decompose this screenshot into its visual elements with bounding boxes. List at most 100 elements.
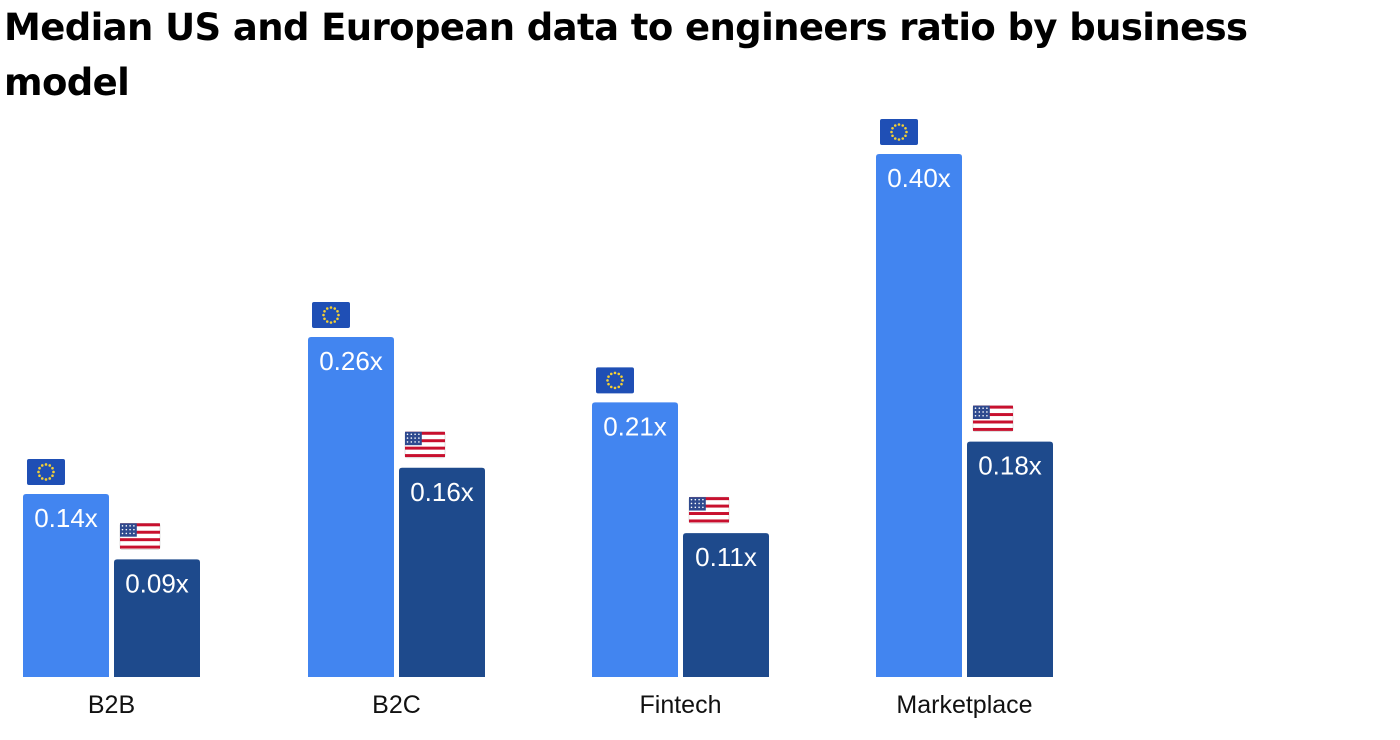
us-flag-stripe — [973, 413, 1013, 417]
us-value-label-fintech: 0.11x — [695, 542, 757, 572]
eu-flag-star — [621, 379, 624, 382]
us-flag-icon — [972, 405, 1014, 432]
eu-flag-star — [905, 130, 908, 134]
us-flag-star — [129, 528, 131, 531]
eu-flag-star — [613, 386, 617, 390]
eu-value-label-marketplace: 0.40x — [887, 163, 951, 193]
eu-bar-b2c — [308, 337, 394, 677]
eu-flag-star — [48, 477, 52, 480]
us-flag-star — [129, 532, 131, 535]
us-flag-star — [982, 414, 984, 417]
us-flag-star — [121, 525, 124, 527]
us-flag-star — [414, 437, 416, 439]
category-label-marketplace: Marketplace — [896, 691, 1032, 719]
eu-flag-star — [323, 310, 326, 313]
eu-value-label-b2c: 0.26x — [319, 346, 383, 376]
us-flag-stripe — [689, 519, 729, 523]
category-label-b2b: B2B — [88, 691, 135, 719]
us-flag-stripe — [405, 431, 445, 435]
us-flag-star — [129, 525, 131, 527]
us-flag-star — [414, 441, 416, 443]
us-flag-star — [986, 414, 988, 417]
eu-flag-star — [890, 130, 893, 134]
eu-flag-star — [323, 317, 326, 321]
eu-flag-star — [336, 310, 339, 313]
eu-flag-star — [51, 474, 54, 478]
eu-flag-star — [620, 382, 623, 386]
eu-bar-b2b — [23, 493, 109, 677]
us-value-label-b2c: 0.16x — [410, 477, 474, 507]
eu-flag-star — [617, 372, 621, 376]
us-flag-canton — [973, 405, 990, 420]
eu-flag-star — [893, 124, 897, 127]
us-flag-star — [974, 414, 977, 417]
us-bar-b2c — [399, 467, 485, 677]
us-flag-star — [702, 502, 704, 505]
eu-flag-star — [333, 320, 337, 323]
eu-flag-star — [891, 134, 894, 138]
us-flag-stripe — [405, 446, 445, 450]
us-bar-fintech — [683, 533, 769, 677]
eu-flag-star — [613, 371, 617, 375]
eu-flag-star — [609, 372, 613, 376]
us-flag-star — [418, 441, 420, 443]
us-flag-star — [702, 506, 704, 509]
eu-flag-star — [897, 123, 901, 126]
us-flag-star — [414, 433, 416, 436]
eu-flag-icon — [880, 119, 918, 145]
eu-flag-star — [333, 307, 337, 310]
us-flag-stripe — [120, 523, 160, 527]
us-flag-stripe — [120, 545, 160, 549]
us-flag-stripe — [405, 439, 445, 443]
us-flag-star — [121, 532, 124, 535]
eu-flag-star — [44, 463, 48, 466]
us-flag-star — [121, 528, 124, 531]
us-flag-star — [982, 407, 984, 409]
eu-bar-fintech — [592, 402, 678, 677]
us-flag-stripe — [973, 405, 1013, 409]
us-flag-star — [406, 433, 409, 436]
us-bar-b2b — [114, 559, 200, 677]
eu-flag-star — [609, 385, 613, 389]
us-flag-stripe — [689, 504, 729, 508]
us-flag-star — [974, 411, 977, 413]
eu-flag-star — [48, 464, 52, 467]
us-flag-stripe — [973, 427, 1013, 431]
us-bar-marketplace — [967, 441, 1053, 677]
eu-flag-icon — [312, 302, 350, 329]
eu-flag-star — [607, 382, 610, 386]
us-flag-star — [418, 437, 420, 439]
eu-flag-star — [52, 470, 55, 474]
eu-flag-star — [322, 313, 325, 317]
eu-flag-star — [38, 466, 41, 470]
eu-flag-field — [880, 119, 918, 145]
eu-flag-star — [325, 307, 329, 310]
us-flag-icon — [404, 431, 446, 459]
eu-flag-star — [44, 478, 48, 481]
us-flag-star — [125, 528, 128, 531]
us-flag-stripe — [973, 420, 1013, 424]
us-flag-star — [406, 437, 409, 439]
eu-flag-field — [27, 458, 65, 485]
eu-flag-star — [37, 470, 40, 474]
us-flag-star — [978, 407, 981, 409]
eu-flag-star — [51, 466, 54, 470]
us-flag-star — [410, 437, 413, 439]
us-flag-star — [690, 502, 693, 505]
us-flag-star — [133, 525, 135, 527]
eu-flag-star — [329, 306, 333, 309]
category-label-fintech: Fintech — [640, 691, 722, 719]
us-flag-star — [978, 411, 981, 413]
us-flag-stripe — [689, 512, 729, 516]
us-value-label-b2b: 0.09x — [125, 568, 189, 598]
eu-value-label-b2b: 0.14x — [34, 503, 98, 533]
us-flag-star — [702, 498, 704, 501]
eu-flag-star — [337, 313, 340, 317]
us-flag-star — [410, 433, 413, 436]
eu-bar-marketplace — [876, 154, 962, 677]
eu-flag-star — [891, 126, 894, 130]
chart-title: Median US and European data to engineers… — [4, 6, 1248, 104]
eu-flag-star — [901, 124, 905, 127]
eu-value-label-fintech: 0.21x — [603, 411, 667, 441]
